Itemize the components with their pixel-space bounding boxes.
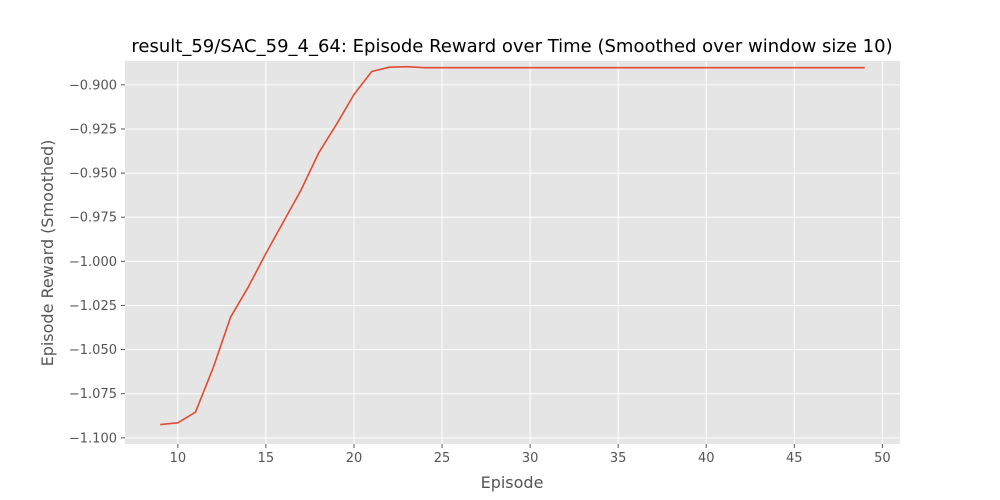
y-tick-label: −1.000 <box>69 255 117 270</box>
series-line <box>160 65 865 426</box>
x-tick-label: 40 <box>698 451 715 466</box>
axis-ticks: 10 15 20 25 30 35 40 45 50 −1.100 −1.075 −1.050 −1.0… <box>69 78 891 466</box>
y-tick-label: −1.075 <box>69 387 117 402</box>
x-tick-label: 15 <box>258 451 275 466</box>
y-tick-label: −0.925 <box>69 122 117 137</box>
x-tick-label: 20 <box>346 451 363 466</box>
y-axis-label: Episode Reward (Smoothed) <box>38 140 57 367</box>
y-tick-label: −0.975 <box>69 211 117 226</box>
x-tick-label: 10 <box>170 451 187 466</box>
y-tick-label: −1.050 <box>69 343 117 358</box>
x-tick-label: 50 <box>874 451 891 466</box>
y-tick-label: −0.900 <box>69 78 117 93</box>
x-axis-label: Episode <box>481 473 544 492</box>
series-layer <box>160 65 865 426</box>
y-tick-label: −0.950 <box>69 167 117 182</box>
gridlines <box>125 61 900 444</box>
x-tick-label: 25 <box>434 451 451 466</box>
y-tick-label: −1.100 <box>69 431 117 446</box>
y-tick-label: −1.025 <box>69 299 117 314</box>
x-tick-label: 35 <box>610 451 627 466</box>
plot-area <box>125 61 900 444</box>
x-tick-label: 30 <box>522 451 539 466</box>
chart-title: result_59/SAC_59_4_64: Episode Reward ov… <box>131 36 892 57</box>
x-tick-label: 45 <box>786 451 803 466</box>
